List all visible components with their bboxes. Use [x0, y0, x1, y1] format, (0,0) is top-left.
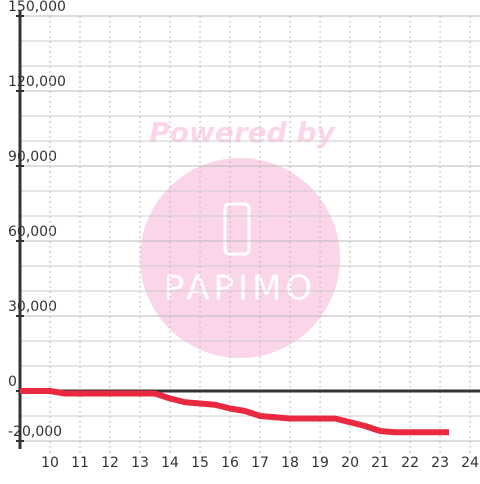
x-tick-label: 22 [401, 455, 419, 471]
watermark-phone [223, 202, 251, 256]
x-tick-label: 14 [161, 455, 179, 471]
x-tick-label: 21 [371, 455, 389, 471]
y-tick-label: -20,000 [8, 424, 62, 440]
x-tick-label: 13 [131, 455, 149, 471]
x-tick-label: 23 [431, 455, 449, 471]
x-tick-label: 15 [191, 455, 209, 471]
y-tick-label: 120,000 [8, 74, 66, 90]
x-tick-label: 17 [251, 455, 269, 471]
x-tick-label: 20 [341, 455, 359, 471]
x-tick-label: 19 [311, 455, 329, 471]
watermark-logo: PAPIMO [164, 269, 316, 309]
watermark-text: Powered by [149, 116, 336, 149]
x-tick-label: 12 [101, 455, 119, 471]
y-tick-label: 0 [8, 374, 17, 390]
x-tick-label: 10 [41, 455, 59, 471]
line [20, 388, 450, 436]
x-tick-label: 11 [71, 455, 89, 471]
watermark-circle [140, 158, 340, 358]
x-tick-label: 18 [281, 455, 299, 471]
x-tick-label: 24 [461, 455, 479, 471]
x-tick-label: 16 [221, 455, 239, 471]
y-tick-label: 150,000 [8, 0, 66, 15]
